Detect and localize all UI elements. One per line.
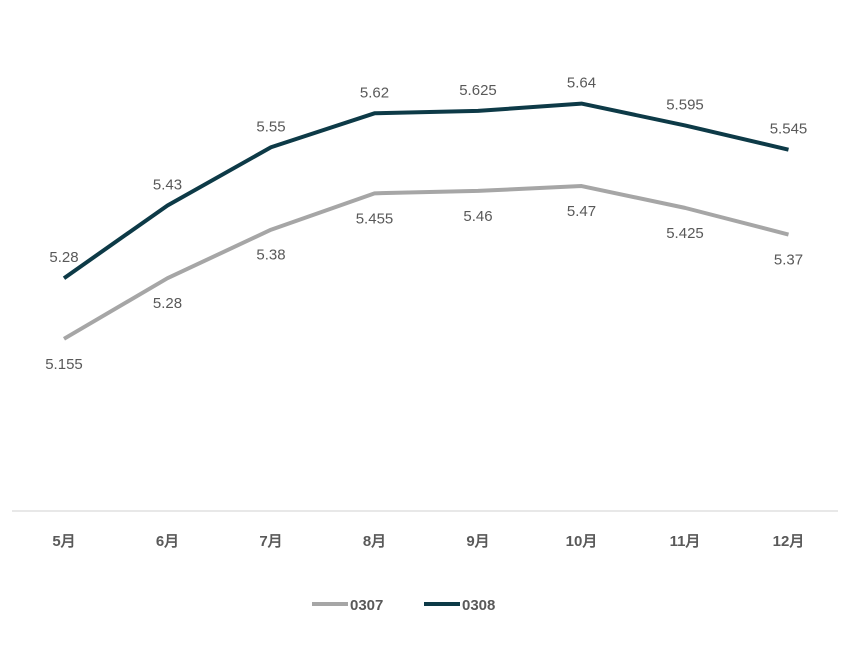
x-tick-label: 7月 <box>259 533 282 550</box>
x-axis: 5月 6月 7月 8月 9月 10月 11月 12月 <box>12 510 838 550</box>
data-label: 5.37 <box>774 252 803 269</box>
data-label: 5.455 <box>356 210 394 227</box>
data-label: 5.64 <box>567 75 596 92</box>
legend-label: 0308 <box>462 597 495 614</box>
x-tick-label: 5月 <box>52 533 75 550</box>
data-label: 5.47 <box>567 203 596 220</box>
data-label: 5.625 <box>459 82 497 99</box>
data-label: 5.425 <box>666 225 704 242</box>
series-line-0308 <box>62 101 789 280</box>
data-label: 5.545 <box>770 121 808 138</box>
x-tick-label: 9月 <box>466 533 489 550</box>
data-label: 5.43 <box>153 176 182 193</box>
data-label: 5.155 <box>45 356 83 373</box>
series-layer <box>62 101 789 341</box>
x-tick-label: 11月 <box>670 533 701 550</box>
data-labels: 5.155 5.28 5.38 5.455 5.46 5.47 5.425 5.37 5.28 5… <box>45 75 807 373</box>
data-label: 5.62 <box>360 84 389 101</box>
data-label: 5.55 <box>256 118 285 135</box>
data-label: 5.595 <box>666 96 704 113</box>
series-line-0307 <box>62 184 789 341</box>
data-label: 5.28 <box>153 295 182 312</box>
data-label: 5.28 <box>49 249 78 266</box>
legend-label: 0307 <box>350 597 383 614</box>
data-label: 5.46 <box>463 208 492 225</box>
data-label: 5.38 <box>256 247 285 264</box>
x-tick-label: 12月 <box>773 533 805 550</box>
x-tick-label: 6月 <box>156 533 179 550</box>
legend: 0307 0308 <box>312 597 495 614</box>
x-tick-label: 10月 <box>566 533 598 550</box>
x-tick-label: 8月 <box>363 533 386 550</box>
